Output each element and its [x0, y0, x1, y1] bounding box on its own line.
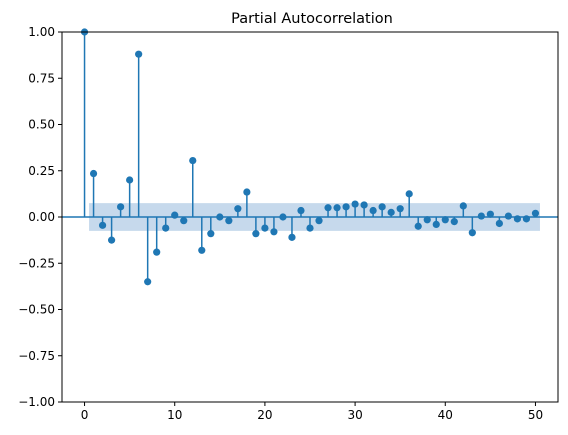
y-tick-label-1: −0.75 [18, 349, 55, 363]
pacf-point-4 [117, 203, 125, 211]
pacf-point-21 [270, 228, 278, 236]
pacf-point-31 [360, 201, 368, 209]
pacf-point-6 [135, 50, 143, 58]
y-tick-label-5: 0.25 [28, 164, 55, 178]
pacf-point-50 [531, 209, 540, 217]
pacf-point-12 [189, 156, 197, 165]
pacf-point-13 [198, 246, 206, 254]
pacf-point-1 [89, 169, 98, 178]
pacf-point-39 [432, 220, 440, 228]
pacf-point-16 [225, 217, 233, 225]
pacf-point-15 [216, 213, 224, 221]
y-tick-label-3: −0.25 [18, 256, 55, 270]
x-tick-label-10: 10 [167, 408, 182, 422]
pacf-point-32 [369, 206, 377, 215]
pacf-point-23 [288, 233, 296, 241]
pacf-point-22 [279, 213, 287, 221]
pacf-point-14 [207, 230, 215, 238]
x-tick-label-40: 40 [438, 408, 453, 422]
pacf-point-18 [243, 188, 251, 196]
pacf-point-38 [423, 216, 431, 224]
pacf-point-49 [522, 215, 531, 223]
chart-title: Partial Autocorrelation [231, 11, 393, 27]
pacf-point-24 [297, 206, 305, 215]
pacf-point-27 [324, 204, 332, 212]
y-tick-label-0: −1.00 [18, 395, 55, 409]
pacf-point-42 [459, 202, 467, 210]
y-tick-label-8: 1.00 [28, 25, 55, 39]
pacf-point-10 [171, 211, 179, 219]
pacf-point-26 [315, 217, 323, 225]
pacf-point-45 [486, 210, 494, 218]
pacf-point-9 [162, 224, 170, 232]
pacf-point-33 [378, 203, 386, 211]
y-tick-label-4: 0.00 [28, 210, 55, 224]
y-tick-label-7: 0.75 [28, 71, 55, 85]
pacf-point-34 [387, 208, 395, 216]
pacf-point-41 [450, 218, 458, 226]
pacf-point-17 [234, 205, 242, 213]
y-tick-label-2: −0.50 [18, 303, 55, 317]
pacf-point-28 [333, 204, 341, 212]
pacf-point-19 [252, 230, 260, 238]
pacf-point-3 [108, 236, 116, 244]
pacf-point-8 [153, 248, 161, 256]
pacf-point-48 [513, 215, 522, 223]
x-tick-label-50: 50 [528, 408, 543, 422]
pacf-point-7 [144, 278, 152, 286]
pacf-point-37 [414, 222, 422, 230]
pacf-point-36 [405, 190, 413, 198]
pacf-point-44 [477, 212, 485, 220]
pacf-point-30 [351, 200, 359, 208]
pacf-point-5 [126, 176, 134, 184]
x-tick-label-30: 30 [347, 408, 362, 422]
pacf-point-2 [98, 221, 107, 229]
pacf-point-40 [441, 216, 449, 224]
pacf-point-43 [468, 229, 476, 237]
pacf-point-25 [306, 224, 314, 232]
pacf-point-29 [342, 203, 350, 211]
pacf-point-47 [504, 212, 512, 220]
pacf-point-35 [396, 205, 404, 213]
pacf-point-46 [495, 219, 503, 228]
x-tick-label-20: 20 [257, 408, 272, 422]
pacf-point-20 [261, 224, 269, 232]
pacf-point-11 [180, 217, 188, 225]
x-tick-label-0: 0 [81, 408, 89, 422]
y-tick-label-6: 0.50 [28, 118, 55, 132]
